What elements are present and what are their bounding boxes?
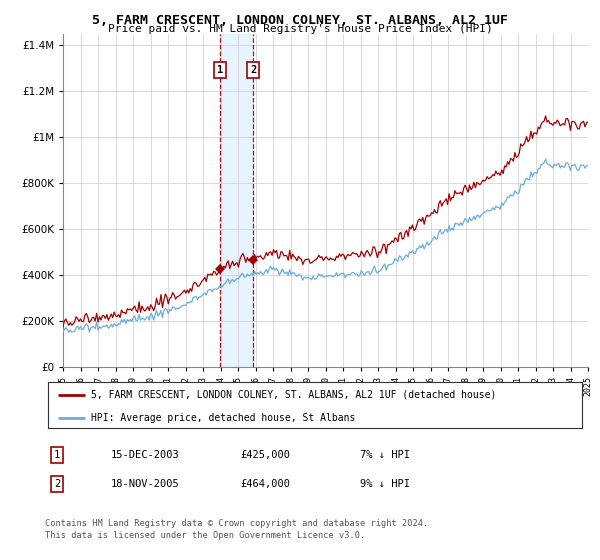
Text: 1: 1 (54, 450, 60, 460)
Text: 7% ↓ HPI: 7% ↓ HPI (360, 450, 410, 460)
Text: Price paid vs. HM Land Registry's House Price Index (HPI): Price paid vs. HM Land Registry's House … (107, 24, 493, 34)
Text: 5, FARM CRESCENT, LONDON COLNEY, ST. ALBANS, AL2 1UF: 5, FARM CRESCENT, LONDON COLNEY, ST. ALB… (92, 14, 508, 27)
Text: £425,000: £425,000 (240, 450, 290, 460)
Text: 9% ↓ HPI: 9% ↓ HPI (360, 479, 410, 489)
Text: 5, FARM CRESCENT, LONDON COLNEY, ST. ALBANS, AL2 1UF (detached house): 5, FARM CRESCENT, LONDON COLNEY, ST. ALB… (91, 390, 496, 400)
Bar (220, 34, 253, 367)
Text: HPI: Average price, detached house, St Albans: HPI: Average price, detached house, St A… (91, 413, 355, 423)
Text: 2: 2 (54, 479, 60, 489)
Text: Contains HM Land Registry data © Crown copyright and database right 2024.: Contains HM Land Registry data © Crown c… (45, 519, 428, 528)
Text: 15-DEC-2003: 15-DEC-2003 (111, 450, 180, 460)
Text: 2: 2 (250, 66, 257, 76)
Text: 1: 1 (217, 66, 223, 76)
Text: £464,000: £464,000 (240, 479, 290, 489)
Text: This data is licensed under the Open Government Licence v3.0.: This data is licensed under the Open Gov… (45, 531, 365, 540)
Text: 18-NOV-2005: 18-NOV-2005 (111, 479, 180, 489)
